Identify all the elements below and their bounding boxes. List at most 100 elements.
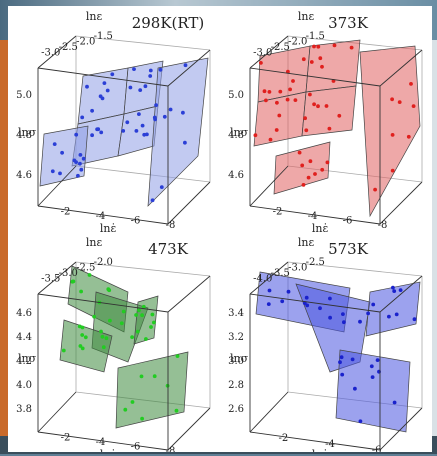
- data-point: [328, 296, 332, 301]
- y-axis-tick-label: -3.0: [41, 47, 60, 58]
- z-axis-tick-label: 4.8: [228, 130, 244, 141]
- z-axis-tick-label: 4.6: [228, 170, 244, 181]
- x-axis-tick-label: -2: [273, 206, 283, 217]
- chart-panel-1: 298K(RT) -3.0-2.5-2.0-1.5 lnε 5.0 4.8 4.6 lnσ -…: [16, 10, 211, 235]
- data-point: [183, 140, 187, 145]
- data-point: [78, 344, 83, 348]
- data-point: [394, 312, 399, 317]
- y-axis-tick-label: -1.5: [306, 31, 325, 42]
- data-point: [266, 302, 271, 306]
- data-point: [264, 98, 268, 103]
- data-point: [306, 175, 311, 180]
- data-point: [74, 132, 79, 137]
- fit-plane: [59, 319, 113, 373]
- data-point: [349, 45, 354, 50]
- data-point: [79, 289, 83, 294]
- data-point: [137, 308, 141, 313]
- x-axis-tick-label: -2: [278, 433, 288, 444]
- data-point: [92, 314, 97, 319]
- chart-title: 298K(RT): [132, 14, 205, 32]
- data-point: [99, 130, 104, 135]
- data-point: [158, 67, 163, 72]
- data-point: [81, 156, 86, 161]
- data-point: [353, 386, 357, 391]
- data-point: [98, 94, 103, 99]
- data-point: [141, 304, 146, 309]
- data-point: [390, 133, 395, 137]
- data-point: [83, 335, 88, 340]
- z-axis-label: lnσ: [230, 352, 249, 365]
- z-axis-tick-label: 5.0: [228, 90, 244, 101]
- data-point: [288, 87, 292, 92]
- cube-edge: [249, 391, 289, 433]
- data-point: [79, 167, 84, 172]
- data-point: [138, 88, 143, 92]
- data-point: [183, 63, 188, 68]
- z-axis-label: lnσ: [18, 126, 37, 139]
- figure-panel: 298K(RT) -3.0 -2.5 -2.0 -1.5 lnε 5.0 4.8 4.6 lnσ -…: [8, 6, 432, 456]
- z-axis-tick-label: 4.6: [16, 308, 32, 319]
- data-point: [70, 279, 75, 284]
- data-point: [337, 113, 342, 118]
- z-axis-tick-label: 4.8: [16, 130, 32, 141]
- data-point: [154, 103, 159, 107]
- data-point: [90, 133, 94, 138]
- y-axis-tick-label: -4.0: [253, 273, 272, 284]
- cube-back-edge: [287, 261, 423, 277]
- data-point: [102, 81, 107, 85]
- data-point: [350, 357, 355, 362]
- z-axis-tick-label: 2.8: [228, 380, 244, 391]
- data-point: [121, 129, 126, 133]
- y-axis-tick-label: -2.5: [76, 262, 95, 273]
- x-axis-tick-label: -4: [325, 439, 335, 450]
- chart-title: 373K: [328, 14, 369, 32]
- cube-edge: [167, 407, 211, 451]
- data-point: [253, 133, 258, 138]
- data-point: [316, 104, 320, 109]
- data-point: [274, 128, 279, 132]
- data-point: [392, 289, 397, 293]
- data-point: [150, 312, 155, 317]
- data-point: [371, 302, 376, 307]
- y-axis-tick-label: -1.5: [94, 31, 113, 42]
- cube-edge: [379, 407, 423, 451]
- data-point: [159, 185, 164, 190]
- fit-plane: [147, 57, 209, 207]
- chart-title: 573K: [328, 240, 369, 258]
- data-point: [85, 84, 89, 89]
- cube-edge: [249, 205, 381, 225]
- data-point: [286, 69, 290, 74]
- data-point: [128, 85, 133, 90]
- fit-plane: [335, 349, 411, 433]
- data-point: [275, 100, 279, 105]
- data-point: [100, 334, 105, 339]
- x-axis-tick-label: -2: [61, 206, 71, 217]
- data-point: [398, 288, 403, 292]
- cube-back-edge: [75, 261, 211, 277]
- y-axis-tick-label: -3.0: [59, 268, 78, 279]
- cube-edge: [37, 67, 169, 87]
- data-point: [80, 115, 85, 120]
- y-axis-tick-label: -3.5: [41, 273, 60, 284]
- cube-edge: [37, 165, 77, 207]
- data-point: [370, 375, 375, 379]
- data-point: [90, 108, 94, 113]
- x-axis-label: lnε̇: [100, 448, 117, 452]
- data-point: [342, 320, 346, 325]
- data-point: [60, 150, 64, 155]
- fit-plane: [365, 281, 421, 337]
- z-axis-tick-label: 3.4: [228, 308, 244, 319]
- y-axis-label: lnε: [86, 10, 103, 23]
- cube-edge: [167, 181, 211, 225]
- x-axis-tick-label: -4: [96, 211, 106, 222]
- data-point: [308, 92, 312, 97]
- x-axis-label: lnε̇: [312, 448, 329, 452]
- data-point: [149, 325, 153, 329]
- data-point: [304, 295, 309, 300]
- y-axis-tick-label: -3.0: [288, 262, 307, 273]
- data-point: [80, 325, 85, 330]
- cube-edge: [37, 35, 77, 69]
- chart-panel-3: 473K -3.5-3.0-2.5-2.0 lnε 4.6 4.4 4.2 4.0 3.8 ln…: [16, 236, 211, 456]
- data-point: [366, 311, 370, 316]
